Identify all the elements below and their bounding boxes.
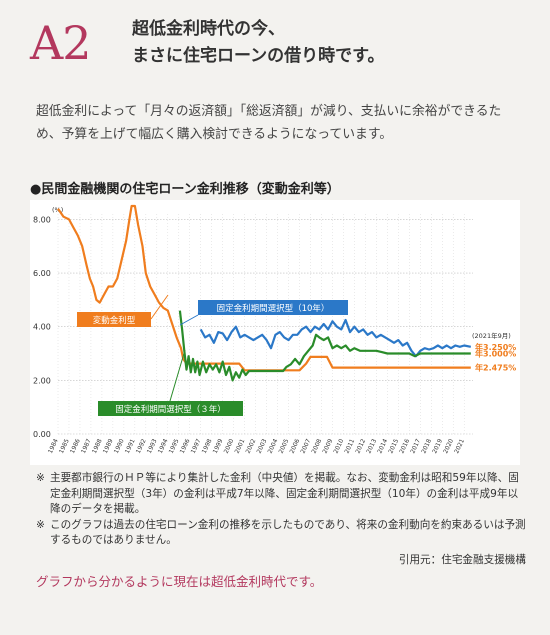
- date-note: (2021年9月): [472, 331, 511, 340]
- series-label-leader: [169, 349, 186, 402]
- headline-line2: まさに住宅ローンの借り時です。: [132, 46, 385, 66]
- source-credit: 引用元：住宅金融支援機構: [398, 554, 526, 566]
- answer-badge: A2: [30, 16, 91, 70]
- end-value-label: 年3.250%: [475, 342, 516, 352]
- end-value-label: 年2.475%: [475, 363, 516, 373]
- notes: ※ 主要都市銀行のＨＰ等により集計した金利（中央値）を掲載。なお、変動金利は昭和…: [36, 471, 526, 549]
- end-value-label: 年3.000%: [475, 349, 516, 359]
- series-label-text: 固定金利期間選択型（３年）: [115, 404, 226, 415]
- note-text: このグラフは過去の住宅ローン金利の推移を示したものであり、将来の金利動向を約束あ…: [50, 518, 526, 547]
- note-1: ※ 主要都市銀行のＨＰ等により集計した金利（中央値）を掲載。なお、変動金利は昭和…: [36, 471, 526, 518]
- y-tick-label: 6.00: [33, 269, 51, 278]
- headline-line1: 超低金利時代の今、: [132, 19, 285, 39]
- series-label-box: [77, 312, 151, 327]
- intro-text: 超低金利によって「月々の返済額」「総返済額」が減り、支払いに余裕ができるため、予…: [36, 104, 502, 142]
- footer-text: グラフから分かるように現在は超低金利時代です。: [36, 574, 323, 589]
- series-label-leader: [150, 294, 169, 320]
- y-tick-label: 8.00: [33, 215, 51, 224]
- chart-panel: (%) 0.00 2.00 4.00 6.00 8.00 1984 1985 1986 1987 1…: [30, 200, 520, 465]
- note-mark: ※: [36, 472, 45, 484]
- note-mark: ※: [36, 518, 45, 531]
- series-line-2: [199, 318, 472, 358]
- y-tick-label: 4.00: [33, 323, 51, 332]
- series-line-3: [178, 310, 471, 382]
- interest-rate-chart: (%)0.002.004.006.008.0019841985198619871…: [33, 204, 516, 455]
- x-tick-label: 2021: [453, 438, 466, 455]
- series-label-box: [98, 401, 243, 416]
- series-label-text: 変動金利型: [93, 315, 136, 326]
- chart-title: ●民間金融機関の住宅ローン金利推移（変動金利等）: [30, 182, 340, 197]
- series-label-box: [198, 300, 348, 315]
- headline: 超低金利時代の今、 まさに住宅ローンの借り時です。: [132, 16, 384, 70]
- series-label-text: 固定金利期間選択型（10年）: [217, 303, 330, 314]
- series-line-1: [57, 204, 471, 372]
- series-label-leader: [179, 314, 199, 326]
- y-tick-label: 2.00: [33, 376, 51, 385]
- y-tick-label: 0.00: [33, 430, 51, 439]
- note-2: ※ このグラフは過去の住宅ローン金利の推移を示したものであり、将来の金利動向を約…: [36, 518, 526, 549]
- note-text: 主要都市銀行のＨＰ等により集計した金利（中央値）を掲載。なお、変動金利は昭和59…: [50, 472, 519, 515]
